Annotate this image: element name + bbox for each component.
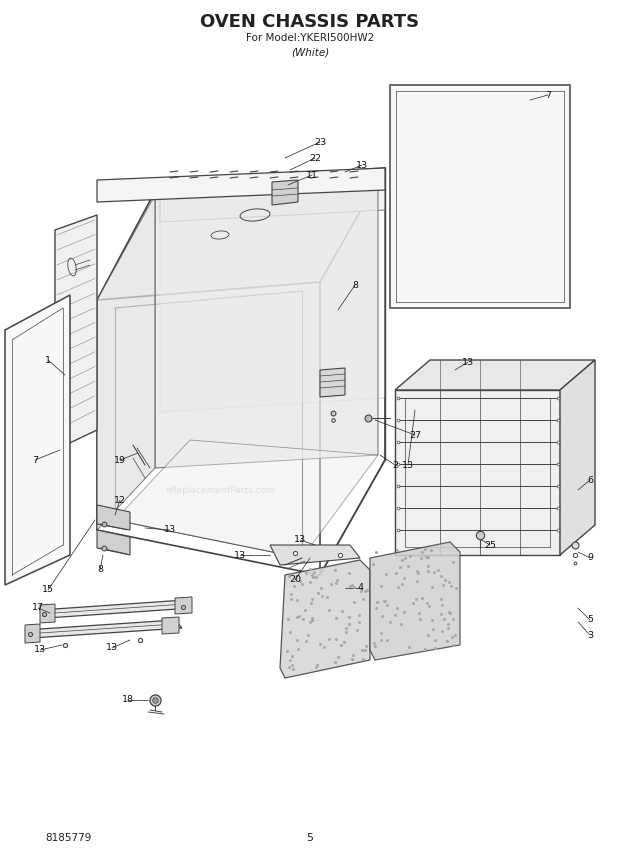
Text: 13: 13: [106, 644, 118, 652]
Text: eReplacementParts.com: eReplacementParts.com: [165, 485, 275, 495]
Polygon shape: [155, 182, 378, 468]
Text: 18: 18: [122, 695, 134, 704]
Polygon shape: [160, 168, 385, 222]
Polygon shape: [97, 505, 130, 530]
Text: OVEN CHASSIS PARTS: OVEN CHASSIS PARTS: [200, 13, 420, 31]
Polygon shape: [390, 85, 570, 308]
Text: (White): (White): [291, 47, 329, 57]
Polygon shape: [40, 604, 55, 623]
Polygon shape: [5, 295, 70, 585]
Text: 22: 22: [309, 153, 321, 163]
Text: 25: 25: [484, 540, 496, 550]
Text: 2: 2: [392, 461, 398, 469]
Polygon shape: [25, 624, 40, 643]
Polygon shape: [97, 195, 155, 530]
Polygon shape: [560, 360, 595, 555]
Text: 5: 5: [587, 615, 593, 625]
Text: 8185779: 8185779: [45, 833, 91, 843]
Text: 13: 13: [234, 550, 246, 560]
Text: 4: 4: [357, 584, 363, 592]
Text: 13: 13: [402, 461, 414, 469]
Text: 23: 23: [314, 138, 326, 146]
Text: 8: 8: [97, 566, 103, 574]
Polygon shape: [280, 560, 370, 678]
Polygon shape: [55, 215, 97, 450]
Polygon shape: [160, 168, 385, 412]
Polygon shape: [40, 600, 192, 618]
Polygon shape: [175, 597, 192, 614]
Text: 12: 12: [114, 496, 126, 504]
Text: 27: 27: [409, 431, 421, 439]
Text: 20: 20: [289, 575, 301, 585]
Text: 13: 13: [294, 536, 306, 544]
Text: For Model:YKERI500HW2: For Model:YKERI500HW2: [246, 33, 374, 43]
Polygon shape: [97, 530, 130, 555]
Text: 3: 3: [587, 631, 593, 639]
Text: 11: 11: [306, 170, 318, 180]
Polygon shape: [162, 617, 179, 634]
Text: 9: 9: [587, 554, 593, 562]
Text: 19: 19: [114, 455, 126, 465]
Polygon shape: [370, 542, 460, 660]
Polygon shape: [115, 440, 378, 558]
Polygon shape: [270, 545, 360, 565]
Text: 13: 13: [356, 161, 368, 169]
Polygon shape: [272, 180, 298, 205]
Polygon shape: [25, 620, 182, 638]
Text: 7: 7: [545, 91, 551, 99]
Polygon shape: [97, 168, 385, 202]
Text: 6: 6: [587, 475, 593, 484]
Polygon shape: [395, 390, 560, 555]
Text: 7: 7: [32, 455, 38, 465]
Text: 17: 17: [32, 603, 44, 613]
Text: 1: 1: [45, 355, 51, 365]
Text: 13: 13: [462, 358, 474, 366]
Text: 13: 13: [34, 645, 46, 655]
Text: 5: 5: [306, 833, 314, 843]
Polygon shape: [320, 368, 345, 397]
Text: 8: 8: [352, 281, 358, 289]
Text: 13: 13: [164, 526, 176, 534]
Polygon shape: [395, 360, 595, 390]
Text: 15: 15: [42, 586, 54, 595]
